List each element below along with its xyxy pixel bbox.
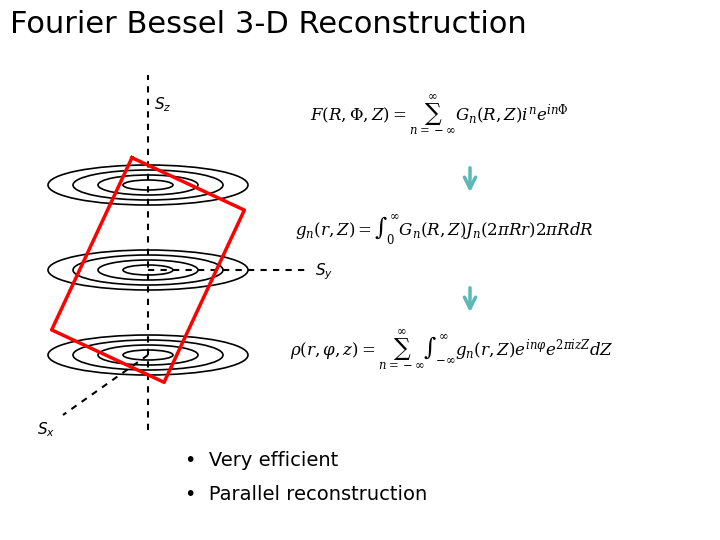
Text: $S_x$: $S_x$ — [37, 420, 55, 438]
Text: $\it{F}(\it{R},\it{\Phi},\it{Z}) = \sum_{n=-\infty}^{\infty}\it{G}_n(\it{R},\it{: $\it{F}(\it{R},\it{\Phi},\it{Z}) = \sum_… — [310, 92, 569, 137]
Text: •  Very efficient: • Very efficient — [185, 450, 338, 469]
Text: $\it{g}_n(\it{r},\it{Z}) = \int_0^{\infty}\it{G}_n(\it{R},\it{Z})\it{J}_n(2\pi\i: $\it{g}_n(\it{r},\it{Z}) = \int_0^{\inft… — [295, 213, 594, 247]
Text: $S_z$: $S_z$ — [154, 95, 171, 114]
Text: Fourier Bessel 3-D Reconstruction: Fourier Bessel 3-D Reconstruction — [10, 10, 527, 39]
Text: •  Parallel reconstruction: • Parallel reconstruction — [185, 485, 427, 504]
Text: $\it{\rho}(\it{r},\it{\varphi},\it{z}) = \sum_{n=-\infty}^{\infty}\int_{-\infty}: $\it{\rho}(\it{r},\it{\varphi},\it{z}) =… — [290, 328, 613, 373]
Text: $S_y$: $S_y$ — [315, 262, 333, 282]
